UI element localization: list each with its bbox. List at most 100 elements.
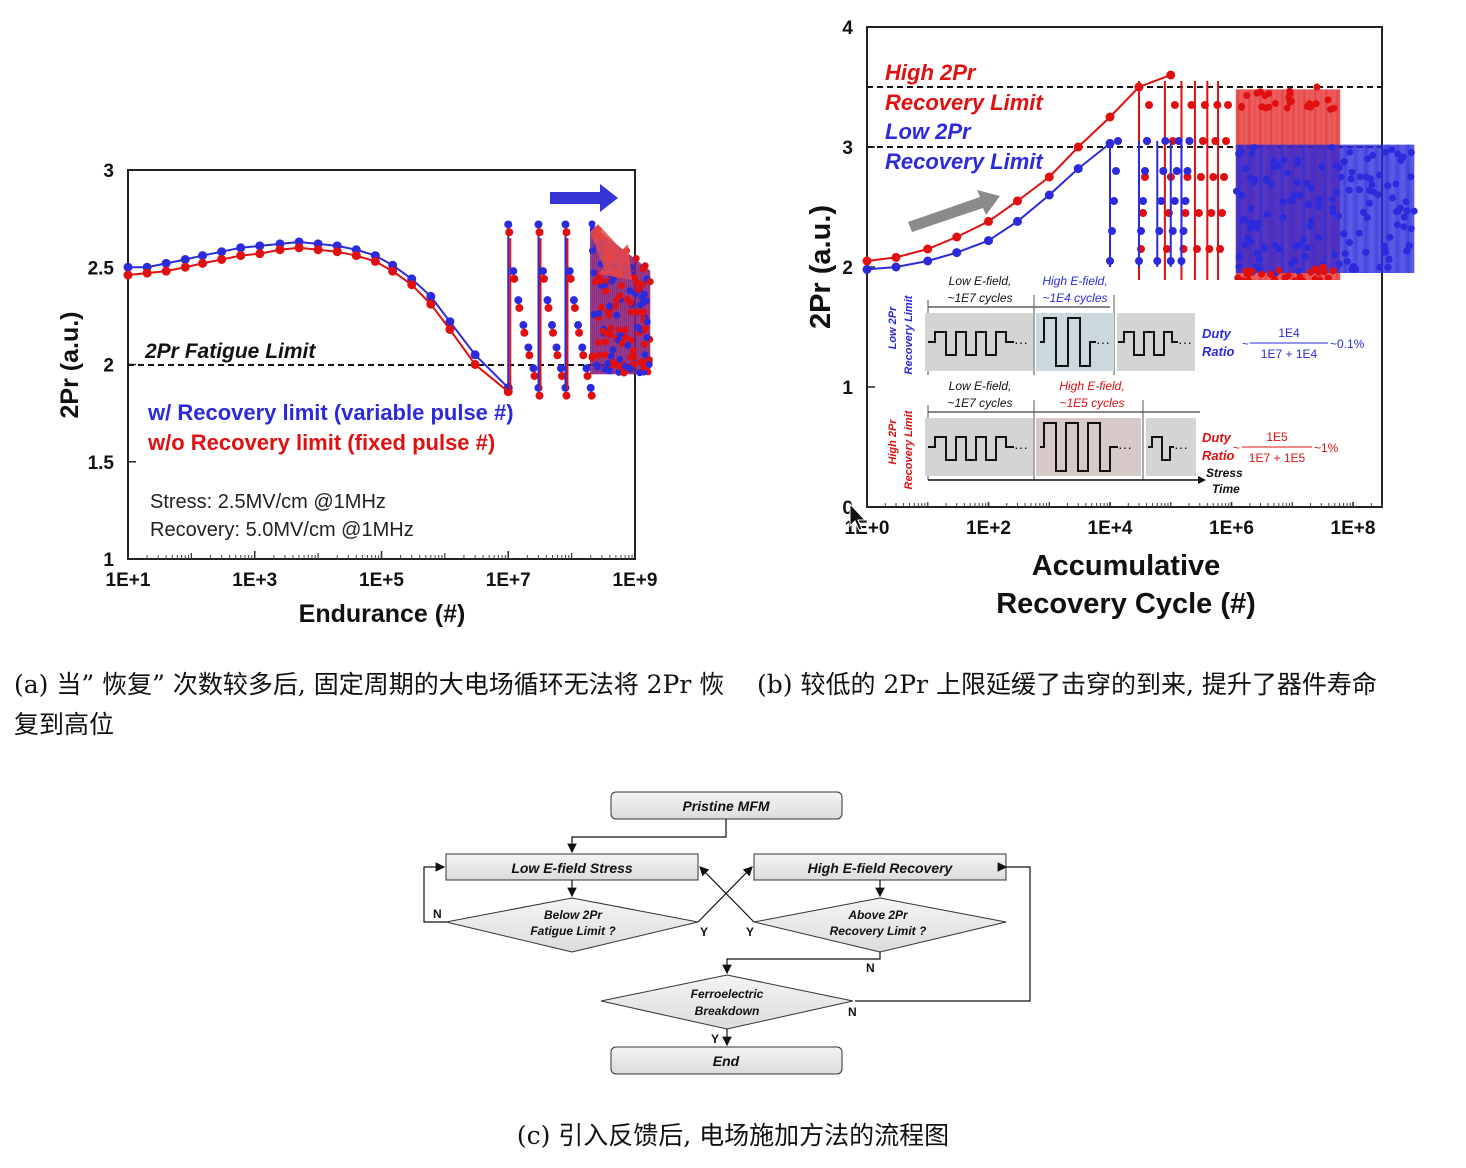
data-point [984,236,993,245]
inset-row1-num: 1E4 [1278,326,1300,340]
x-axis-label-b-2: Recovery Cycle (#) [996,588,1256,620]
data-point [1074,164,1083,173]
svg-text:Above 2Pr: Above 2Pr [847,908,909,922]
flow-n-label-1: N [433,907,442,921]
data-point [314,245,323,254]
data-point [181,263,190,272]
svg-text:~: ~ [1242,337,1249,351]
data-point [181,255,190,264]
x-tick-label: 1E+4 [1088,518,1133,539]
low-limit-label-2: Recovery Limit [885,149,1044,174]
y-tick-label: 3 [842,138,853,159]
inset-stress-label: Stress [1206,466,1243,480]
figure-b-recovery-chart: 012341E+0 1E+2 1E+4 1E+6 1E+8 High 2Pr Recov… [800,10,1440,630]
y-tick-label: 3 [103,161,114,182]
breakdown-diamond: Ferroelectric Breakdown [601,975,853,1029]
data-point [198,259,207,268]
inset-row2-duty-b: Ratio [1202,448,1235,463]
inset-row2-approx: ~1% [1314,441,1339,455]
data-point [217,247,226,256]
duty-ratio-inset: Low 2Pr Recovery Limit High 2Pr Recovery… [880,274,1380,502]
y-tick-label: 2 [103,356,114,377]
inset-row1-seg1-a: Low E-field, [949,274,1012,288]
x-tick-label: 1E+1 [106,570,151,591]
data-point [255,249,264,258]
data-point [352,251,361,260]
data-point [124,271,133,280]
figure-a-endurance-chart: 1 1.5 2 2.5 3 1E+1 1E+3 1E+5 1E+7 1E+9 2Pr Fatigu… [0,150,700,640]
flow-y-label-1: Y [700,925,708,939]
caption-b: (b) 较低的 2Pr 上限延缓了击穿的到来, 提升了器件寿命 [757,665,1457,705]
x-tick-label: 1E+6 [1209,518,1254,539]
data-point [255,241,264,250]
svg-text:···: ··· [1096,334,1110,350]
data-point [1013,197,1022,206]
y-tick-label: 4 [842,18,853,39]
fatigue-limit-label: 2Pr Fatigue Limit [144,340,316,363]
svg-text:High E-field Recovery: High E-field Recovery [808,860,954,876]
inset-row2-num: 1E5 [1266,430,1288,444]
data-point [143,269,152,278]
y-tick-label: 1 [842,378,853,399]
data-point [952,248,961,257]
svg-text:···: ··· [1014,439,1028,455]
svg-text:···: ··· [1014,334,1028,350]
y-tick-label: 1.5 [88,453,115,474]
x-axis-label-a: Endurance (#) [299,600,466,628]
y-tick-label: 2 [842,258,853,279]
inset-row2-seg1-a: Low E-field, [949,379,1012,393]
data-point [426,300,435,309]
data-point [471,350,480,359]
data-point [236,251,245,260]
data-point [198,251,207,260]
x-tick-label: 1E+9 [613,570,658,591]
legend-blue-entry: w/ Recovery limit (variable pulse #) [147,400,514,425]
data-point [275,245,284,254]
svg-text:···: ··· [1118,439,1132,455]
caption-c: (c) 引入反馈后, 电场施加方法的流程图 [0,1116,1466,1156]
high-limit-label-2: Recovery Limit [885,90,1044,115]
inset-row1-duty-b: Ratio [1202,344,1235,359]
pristine-box: Pristine MFM [611,792,842,819]
data-point [333,247,342,256]
inset-row2-seg2-a: High E-field, [1059,379,1124,393]
data-point [407,280,416,289]
inset-row2-seg2-b: ~1E5 cycles [1059,396,1124,410]
x-tick-label: 1E+8 [1331,518,1376,539]
y-axis-label-b: 2Pr (a.u.) [805,205,837,329]
svg-text:Pristine MFM: Pristine MFM [682,798,769,814]
data-point [863,257,872,266]
data-point [1166,71,1175,80]
high-recovery-box: High E-field Recovery [754,854,1006,880]
svg-text:Recovery Limit ?: Recovery Limit ? [830,924,927,938]
data-point [952,233,961,242]
svg-text:End: End [713,1053,740,1069]
inset-row2-label-2: Recovery Limit [903,409,915,489]
svg-text:···: ··· [1174,439,1188,455]
above-recovery-diamond: Above 2Pr Recovery Limit ? [754,898,1006,952]
svg-text:Below 2Pr: Below 2Pr [544,908,603,922]
data-point [891,263,900,272]
data-point [236,243,245,252]
y-tick-label: 1 [103,550,114,571]
inset-row1-label: Low 2Pr [887,306,899,350]
recovery-annotation: Recovery: 5.0MV/cm @1MHz [150,519,414,541]
data-point [162,267,171,276]
y-tick-label: 2.5 [88,258,115,279]
flow-n-label-3: N [848,1005,857,1019]
inset-row2-den: 1E7 + 1E5 [1249,451,1306,465]
stress-annotation: Stress: 2.5MV/cm @1MHz [150,491,386,513]
x-tick-label: 1E+5 [359,570,404,591]
data-point [1013,217,1022,226]
y-axis-label-a: 2Pr (a.u.) [56,312,84,419]
data-point [162,259,171,268]
inset-row1-seg2-a: High E-field, [1042,274,1107,288]
below-fatigue-diamond: Below 2Pr Fatigue Limit ? [446,898,698,952]
data-point [295,243,304,252]
x-tick-label: 1E+2 [966,518,1011,539]
figure-c-flowchart: Pristine MFM Low E-field Stress High E-f… [0,785,1466,1085]
data-point [923,257,932,266]
data-point [217,255,226,264]
flow-n-label-2: N [866,961,875,975]
caption-a: (a) 当” 恢复” 次数较多后, 固定周期的大电场循环无法将 2Pr 恢复到高… [14,665,734,745]
